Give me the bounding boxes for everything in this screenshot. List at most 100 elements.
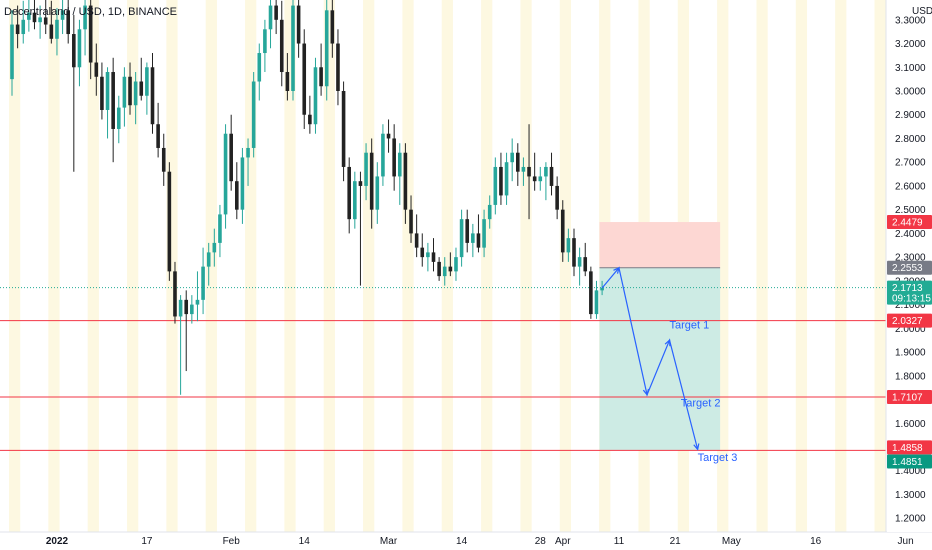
session-band xyxy=(520,0,532,532)
svg-text:1.7107: 1.7107 xyxy=(892,392,923,403)
candle xyxy=(437,257,441,281)
candle xyxy=(145,62,149,115)
target-label-1: Target 1 xyxy=(670,319,710,331)
price-tick-label: 3.1000 xyxy=(895,63,926,74)
candle xyxy=(55,7,59,56)
candle xyxy=(133,72,138,125)
candle xyxy=(72,15,76,172)
candle xyxy=(544,162,548,201)
candles xyxy=(10,0,604,395)
session-band xyxy=(87,0,99,532)
candle xyxy=(15,5,20,49)
candle xyxy=(251,72,256,158)
candle xyxy=(116,95,121,144)
candle xyxy=(201,247,205,315)
candle xyxy=(38,5,42,39)
candle xyxy=(549,152,554,196)
candle xyxy=(392,124,396,191)
candle xyxy=(218,204,222,258)
candle xyxy=(516,143,520,186)
time-tick-label: 21 xyxy=(670,536,682,547)
candle xyxy=(240,147,245,224)
candle xyxy=(88,0,93,80)
candle xyxy=(296,0,301,58)
time-tick-label: 16 xyxy=(810,536,822,547)
price-tick-label: 1.4000 xyxy=(895,466,926,477)
arrow-head-icon xyxy=(642,388,650,397)
risk-zone[interactable] xyxy=(599,222,721,268)
candle xyxy=(487,195,492,229)
time-axis-background[interactable] xyxy=(0,533,932,550)
session-band xyxy=(127,0,139,532)
candle xyxy=(229,114,233,191)
target-price-tag[interactable]: 1.4851 xyxy=(887,454,932,469)
session-band xyxy=(166,0,178,532)
svg-text:2.2553: 2.2553 xyxy=(892,263,923,274)
session-band xyxy=(559,0,571,532)
price-tick-label: 1.3000 xyxy=(895,490,926,501)
candle xyxy=(122,67,127,127)
session-band xyxy=(795,0,808,532)
price-tick-label: 1.8000 xyxy=(895,371,926,382)
level3-price-tag[interactable]: 1.4858 xyxy=(887,440,932,455)
price-tick-label: 2.1000 xyxy=(895,300,926,311)
arrow-head-icon xyxy=(613,266,620,274)
candle xyxy=(504,152,509,205)
candle xyxy=(577,247,582,286)
currency-label[interactable]: USD xyxy=(912,6,932,17)
level1-price-tag[interactable]: 2.0327 xyxy=(887,313,932,328)
candle xyxy=(223,124,228,229)
candle xyxy=(409,195,413,243)
time-tick-label: 11 xyxy=(614,536,625,547)
candle xyxy=(49,0,54,44)
svg-text:2.0327: 2.0327 xyxy=(892,316,923,327)
candle xyxy=(397,143,402,205)
price-tick-label: 3.2000 xyxy=(895,39,926,50)
level2-price-tag[interactable]: 1.7107 xyxy=(887,389,932,404)
candle xyxy=(324,0,329,101)
candle xyxy=(212,228,217,267)
candle xyxy=(128,62,132,115)
candle xyxy=(454,247,458,281)
candle xyxy=(341,81,346,182)
symbol-title[interactable]: Decentraland / USD, 1D, BINANCE xyxy=(4,6,177,18)
candle xyxy=(476,214,481,253)
candle xyxy=(32,0,37,30)
horizontal-lines[interactable] xyxy=(0,320,886,451)
candle xyxy=(66,0,70,44)
candle xyxy=(589,266,593,319)
candle xyxy=(100,62,104,120)
candle xyxy=(195,271,200,322)
candle xyxy=(167,162,172,281)
svg-text:2.4479: 2.4479 xyxy=(892,218,923,229)
candle xyxy=(235,162,239,220)
candle xyxy=(448,252,453,277)
candle xyxy=(426,242,430,272)
entry-price-tag[interactable]: 2.2553 xyxy=(887,260,932,275)
candle xyxy=(279,0,284,87)
arrow-head-icon xyxy=(693,443,700,451)
price-tick-label: 2.9000 xyxy=(895,110,926,121)
reward-zone[interactable] xyxy=(599,267,721,451)
stop-price-tag[interactable]: 2.4479 xyxy=(887,215,932,230)
svg-text:1.4858: 1.4858 xyxy=(892,443,923,454)
projection-path[interactable] xyxy=(601,266,700,451)
candle xyxy=(386,119,391,153)
candle xyxy=(206,242,211,286)
candle xyxy=(420,233,425,267)
candle xyxy=(94,43,99,96)
time-tick-label: 17 xyxy=(141,536,153,547)
candle xyxy=(77,19,82,87)
price-tick-label: 2.8000 xyxy=(895,134,926,145)
candle xyxy=(173,261,177,324)
time-tick-label: 14 xyxy=(456,536,468,547)
svg-text:1.4851: 1.4851 xyxy=(892,457,923,468)
time-axis[interactable]: 2022 17 Feb 14 Mar 14 28 Apr 11 21 May 16 Jun xyxy=(46,536,914,547)
candle xyxy=(358,171,363,286)
candle xyxy=(482,209,486,258)
svg-text:2.1713: 2.1713 xyxy=(892,283,923,294)
candle xyxy=(353,171,357,229)
